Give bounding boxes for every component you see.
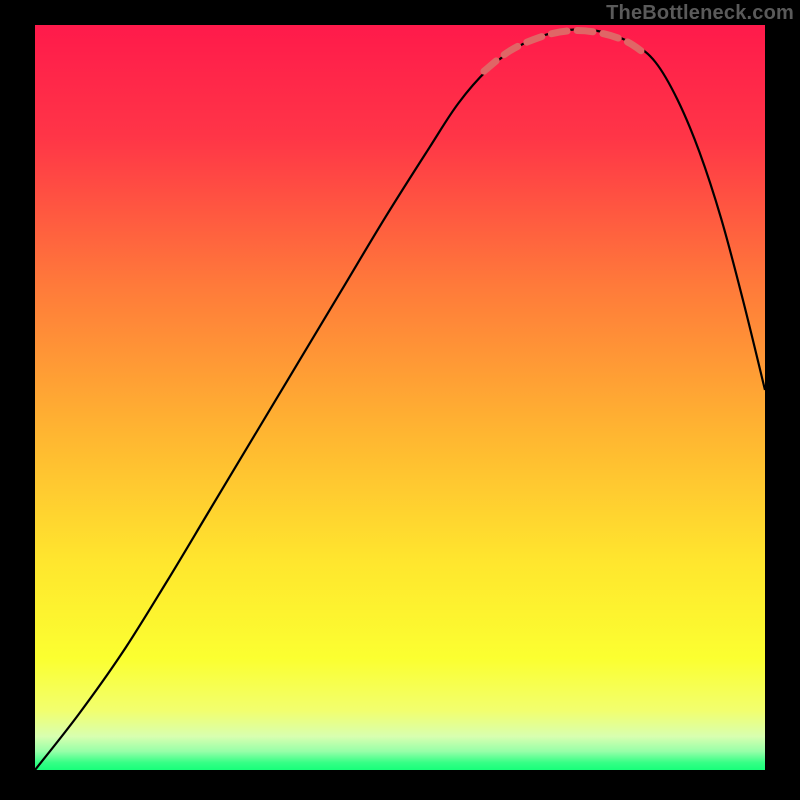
chart-plot-area: [35, 25, 765, 770]
chart-dashed-highlight: [35, 25, 765, 770]
watermark-text: TheBottleneck.com: [606, 2, 794, 25]
